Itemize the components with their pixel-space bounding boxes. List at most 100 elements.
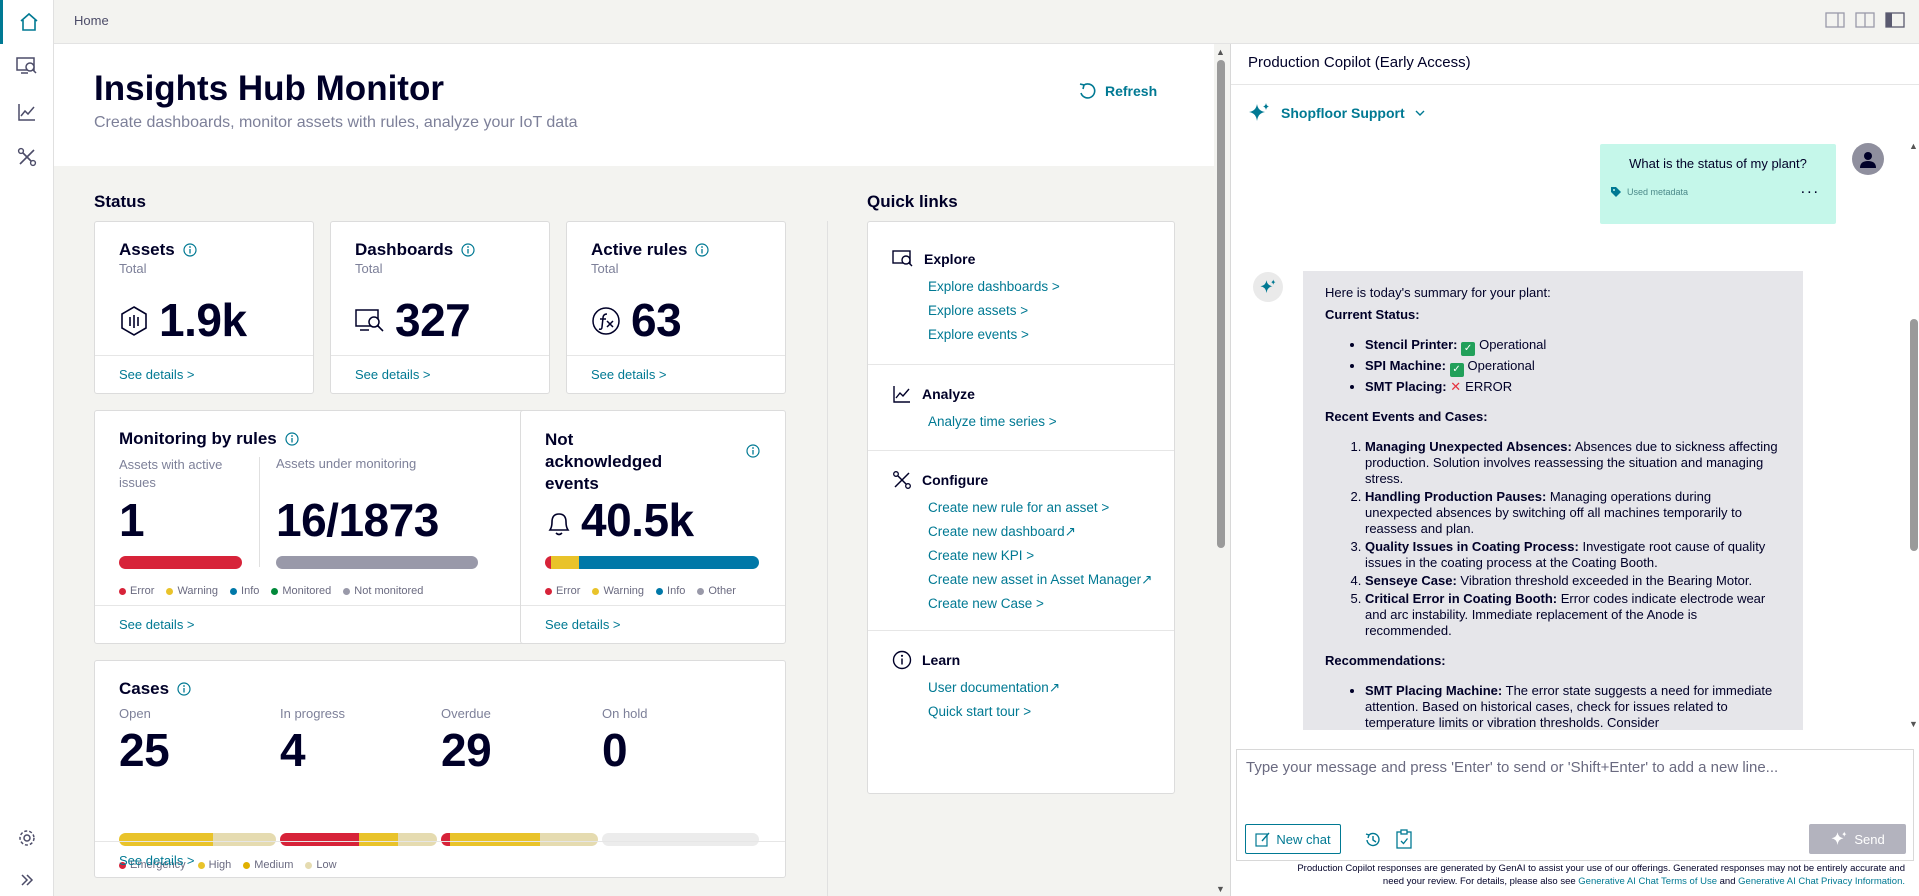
bar-not-monitored [276,556,478,569]
link-new-asset[interactable]: Create new asset in Asset Manager↗ [928,572,1152,588]
monitor-icon[interactable] [0,44,54,88]
link-quick-start[interactable]: Quick start tour > [928,704,1032,719]
main-scrollbar-thumb[interactable] [1217,60,1225,548]
send-button[interactable]: Send [1809,824,1906,854]
list-item: SMT Placing: ✕ERROR [1365,379,1781,395]
settings-icon[interactable] [0,816,54,860]
assets-see-details[interactable]: See details > [95,355,313,393]
monitoring-see-details[interactable]: See details > [95,605,543,643]
scroll-up-arrow[interactable]: ▲ [1216,47,1225,57]
privacy-link[interactable]: Generative AI Chat Privacy Information. [1738,876,1905,887]
active-rules-see-details[interactable]: See details > [567,355,785,393]
info-icon[interactable] [695,243,709,257]
list-item: Handling Production Pauses: Managing ope… [1365,489,1781,537]
chat-scroll-down[interactable]: ▼ [1909,719,1918,729]
bar-error [119,556,242,569]
events-list: Managing Unexpected Absences: Absences d… [1325,439,1781,639]
clipboard-icon[interactable] [1395,829,1413,849]
new-chat-icon [1255,832,1270,847]
chat-scroll-up[interactable]: ▲ [1909,141,1918,151]
legend-other: Other [697,585,736,597]
new-chat-button[interactable]: New chat [1245,824,1341,854]
cases-title: Cases [119,679,170,698]
monitoring-title-wrap: Monitoring by rules [119,429,299,449]
link-user-docs[interactable]: User documentation↗ [928,680,1060,696]
link-analyze-timeseries[interactable]: Analyze time series > [928,414,1057,429]
status-heading: Status [94,192,146,211]
copilot-panel: Production Copilot (Early Access) Shopfl… [1230,44,1919,896]
cross-icon: ✕ [1450,379,1462,394]
refresh-icon [1079,83,1096,99]
under-monitoring-label: Assets under monitoring [276,456,417,471]
ql-analyze-title: Analyze [922,386,975,402]
link-explore-dashboards[interactable]: Explore dashboards > [928,279,1060,294]
list-item: Managing Unexpected Absences: Absences d… [1365,439,1781,487]
layout-right-panel-icon[interactable] [1885,12,1905,28]
copilot-title: Production Copilot (Early Access) [1248,54,1471,71]
events-see-details[interactable]: See details > [521,605,785,643]
dashboards-see-details[interactable]: See details > [331,355,549,393]
bar-emergency [280,833,359,846]
breadcrumb[interactable]: Home [74,13,109,28]
ql-learn-head: Learn [892,650,960,670]
user-icon [1860,152,1876,168]
cases-see-details[interactable]: See details > [95,841,785,879]
ql-learn-title: Learn [922,652,961,668]
info-icon[interactable] [183,243,197,257]
used-metadata-label: Used metadata [1627,187,1689,197]
layout-left-panel-icon[interactable] [1825,12,1845,28]
page-header: Insights Hub Monitor Create dashboards, … [54,44,1214,166]
expand-icon[interactable] [0,858,54,896]
bot-message: Here is today's summary for your plant: … [1303,271,1803,730]
assets-sub: Total [119,261,147,276]
layout-split-icon[interactable] [1855,12,1875,28]
list-item: SPI Machine: ✓Operational [1365,358,1781,377]
mode-selector[interactable]: Shopfloor Support [1247,101,1425,125]
bar-high [450,833,540,846]
sparkle-icon [1260,279,1276,293]
info-icon[interactable] [177,682,191,696]
more-options-button[interactable]: ... [1800,180,1820,197]
info-icon[interactable] [746,444,760,458]
legend-error: Error [119,585,154,597]
dashboard-monitor-icon [355,309,384,332]
events-legend: Error Warning Info Other [545,585,736,597]
link-explore-events[interactable]: Explore events > [928,327,1029,342]
tools-icon[interactable] [0,135,54,179]
bar-warning [551,556,580,569]
bar-error [545,556,552,569]
info-icon[interactable] [461,243,475,257]
scroll-down-arrow[interactable]: ▼ [1216,884,1225,894]
message-input[interactable]: Type your message and press 'Enter' to s… [1236,749,1914,861]
active-issues-label: Assets with active issues [119,457,223,490]
link-new-rule[interactable]: Create new rule for an asset > [928,500,1110,515]
bar-low [397,833,437,846]
chart-icon[interactable] [0,90,54,134]
link-explore-assets[interactable]: Explore assets > [928,303,1029,318]
legend-high: High [197,859,231,871]
link-new-kpi[interactable]: Create new KPI > [928,548,1035,563]
link-new-dashboard-label: Create new dashboard [928,524,1065,539]
configure-icon [893,471,911,489]
refresh-button[interactable]: Refresh [1077,81,1157,101]
assets-value: 1.9k [159,294,247,346]
home-icon[interactable] [0,0,54,44]
terms-link[interactable]: Generative AI Chat Terms of Use [1578,876,1717,887]
chat-scrollbar-thumb[interactable] [1910,319,1918,551]
link-new-case[interactable]: Create new Case > [928,596,1044,611]
history-icon[interactable] [1363,830,1383,850]
chevron-down-icon [1415,110,1425,116]
cases-overdue-bar [441,833,598,846]
link-new-dashboard[interactable]: Create new dashboard↗ [928,524,1076,540]
bar-high [119,833,214,846]
info-icon[interactable] [285,432,299,446]
link-new-asset-label: Create new asset in Asset Manager [928,572,1142,587]
active-issues-value: 1 [119,494,145,546]
cases-progress-bar [280,833,437,846]
legend-warning: Warning [166,585,218,597]
cases-progress-label: In progress [280,706,346,721]
used-metadata[interactable]: Used metadata [1610,186,1688,198]
events-card: Not acknowledged events 40.5k Error Warn… [520,410,786,644]
disclaimer-text: Production Copilot responses are generat… [1297,863,1905,887]
layout-switcher [1825,12,1905,28]
